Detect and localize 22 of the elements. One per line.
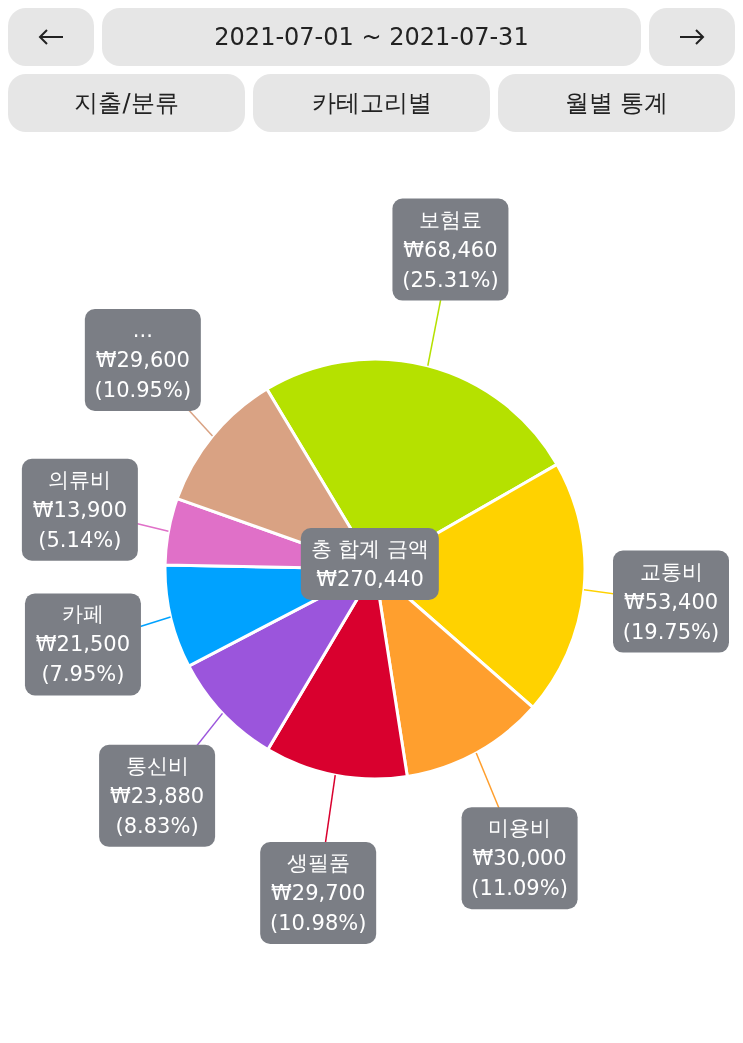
data-label: ₩29,700 (10.98%) — [269, 881, 367, 936]
text: 총 합계 금액 — [310, 536, 430, 563]
slice-label: 의류비 — [48, 467, 112, 492]
data-label: ₩29,600 (10.95%) — [94, 347, 192, 402]
chart-title: 2021-07-01 ~ 2021-07-31 — [102, 8, 641, 66]
data-label: ₩23,880 (8.83%) — [109, 783, 205, 838]
data-label: ₩21,500 (7.95%) — [35, 632, 131, 687]
slice-label: 통신비 — [125, 753, 189, 778]
slice-label: 교통비 — [639, 559, 703, 584]
data-label: ₩68,460 (25.31%) — [402, 237, 499, 292]
slice-label: 생필품 — [286, 851, 350, 876]
slice-label: ... — [132, 317, 153, 342]
data-label: ₩53,400 (19.75%) — [622, 589, 720, 644]
text: 월별 통계 — [498, 74, 735, 132]
text: ₩270,440 — [315, 566, 425, 593]
data-label: ₩30,000 (11.09%) — [471, 846, 568, 901]
text: 지출/분류 — [8, 74, 245, 132]
slice-label: 카페 — [61, 602, 104, 627]
data-label: ₩13,900 (5.14%) — [32, 497, 127, 552]
text: 카테고리별 — [253, 74, 490, 132]
slice-label: 보험료 — [418, 207, 482, 232]
slice-label: 미용비 — [488, 816, 552, 841]
